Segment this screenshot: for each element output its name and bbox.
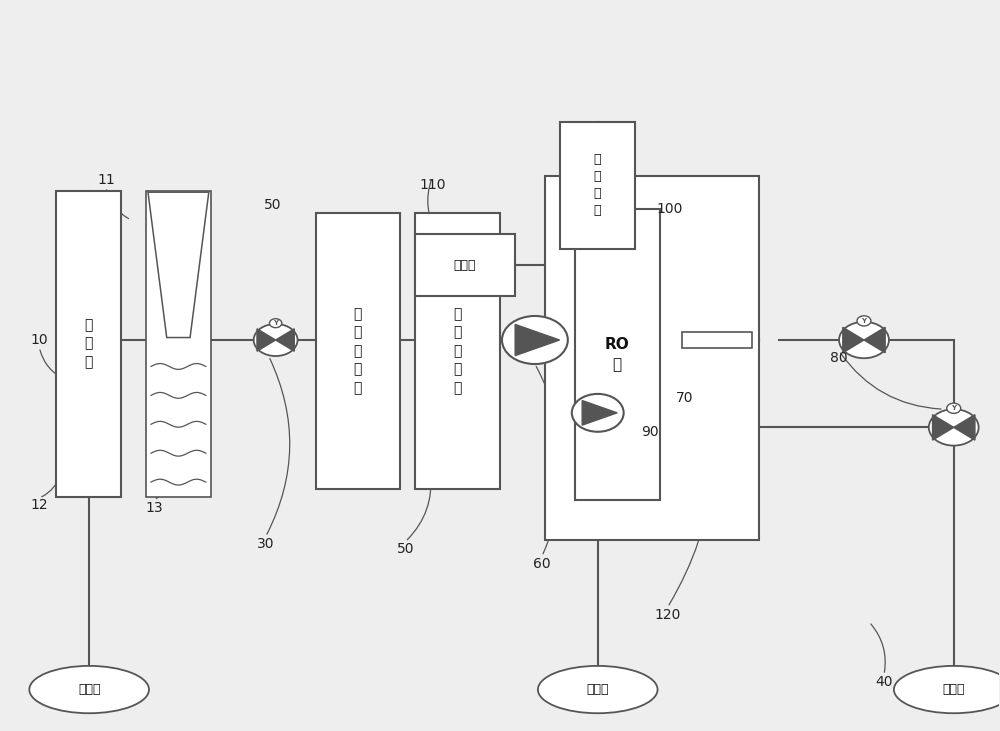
Circle shape <box>572 394 624 432</box>
Text: Y: Y <box>273 320 278 326</box>
Text: 30: 30 <box>257 537 274 551</box>
Bar <box>560 121 635 249</box>
Text: 100: 100 <box>656 202 683 216</box>
Text: 纯水口: 纯水口 <box>586 683 609 696</box>
Bar <box>316 213 400 489</box>
Text: RO
膜: RO 膜 <box>605 337 630 372</box>
Text: 13: 13 <box>145 501 163 515</box>
Bar <box>575 209 660 500</box>
Ellipse shape <box>894 666 1000 713</box>
Circle shape <box>929 409 979 446</box>
Circle shape <box>839 322 889 358</box>
Bar <box>415 235 515 296</box>
Text: 40: 40 <box>875 675 893 689</box>
Text: 70: 70 <box>676 391 693 405</box>
Text: 120: 120 <box>654 607 681 621</box>
Bar <box>415 213 500 489</box>
Text: Y: Y <box>951 405 956 412</box>
Text: 10: 10 <box>30 333 48 347</box>
Text: 超
滤
膜: 超 滤 膜 <box>84 318 93 369</box>
Polygon shape <box>933 414 954 440</box>
Text: 90: 90 <box>641 425 658 439</box>
Polygon shape <box>257 329 276 351</box>
Text: 50: 50 <box>264 198 281 212</box>
Ellipse shape <box>538 666 658 713</box>
Ellipse shape <box>29 666 149 713</box>
Text: 储水箱: 储水箱 <box>454 259 476 272</box>
Circle shape <box>269 319 282 327</box>
Bar <box>682 332 752 348</box>
Circle shape <box>857 316 871 326</box>
Text: 预
处
理
模
块: 预 处 理 模 块 <box>354 307 362 395</box>
Text: 60: 60 <box>533 556 551 571</box>
Polygon shape <box>582 401 617 425</box>
Text: 预
处
理
模
块: 预 处 理 模 块 <box>453 307 462 395</box>
Text: 原水口: 原水口 <box>78 683 100 696</box>
Polygon shape <box>843 327 864 353</box>
Polygon shape <box>148 192 209 338</box>
Bar <box>545 176 759 540</box>
Text: 后
置
滤
芯: 后 置 滤 芯 <box>593 154 601 217</box>
Text: 50: 50 <box>397 542 414 556</box>
Text: Y: Y <box>861 318 866 324</box>
Circle shape <box>947 404 961 414</box>
Text: 12: 12 <box>30 499 48 512</box>
Polygon shape <box>276 329 294 351</box>
Text: 11: 11 <box>97 173 115 187</box>
Polygon shape <box>515 325 560 356</box>
Polygon shape <box>864 327 885 353</box>
Bar <box>56 191 121 496</box>
Circle shape <box>254 324 298 356</box>
Text: 110: 110 <box>419 178 445 192</box>
Circle shape <box>502 316 568 364</box>
Bar <box>146 191 211 496</box>
Text: 80: 80 <box>830 351 848 366</box>
Text: 冲洗口: 冲洗口 <box>942 683 965 696</box>
Polygon shape <box>954 414 975 440</box>
